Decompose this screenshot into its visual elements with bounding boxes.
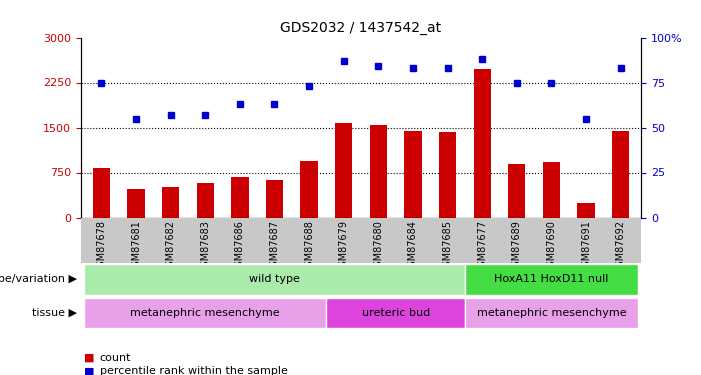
Bar [266,180,283,218]
Bar [327,298,465,328]
Bar [196,183,214,218]
Text: genotype/variation ▶: genotype/variation ▶ [0,274,77,284]
Bar [465,298,638,328]
Text: metanephric mesenchyme: metanephric mesenchyme [477,308,626,318]
Bar [369,125,387,218]
Bar [162,187,179,218]
Bar [301,160,318,218]
Bar [231,177,249,218]
Bar [335,123,353,218]
Text: GSM87692: GSM87692 [615,220,626,273]
Text: GSM87683: GSM87683 [200,220,210,273]
Bar [93,168,110,217]
Bar [473,69,491,218]
Text: GSM87691: GSM87691 [581,220,591,273]
Text: GSM87685: GSM87685 [442,220,453,273]
Title: GDS2032 / 1437542_at: GDS2032 / 1437542_at [280,21,442,35]
Text: ■: ■ [84,353,95,363]
Bar [543,162,560,218]
Text: GSM87681: GSM87681 [131,220,141,273]
Text: GSM87687: GSM87687 [269,220,280,273]
Bar [84,298,327,328]
Bar [612,130,629,218]
Bar [84,264,465,295]
Bar [128,189,144,218]
Text: wild type: wild type [249,274,300,284]
Text: GSM87688: GSM87688 [304,220,314,273]
Text: tissue ▶: tissue ▶ [32,308,77,318]
Text: GSM87686: GSM87686 [235,220,245,273]
Text: ■: ■ [84,366,95,375]
Text: metanephric mesenchyme: metanephric mesenchyme [130,308,280,318]
Text: GSM87690: GSM87690 [546,220,557,273]
Text: HoxA11 HoxD11 null: HoxA11 HoxD11 null [494,274,608,284]
Bar [508,164,526,218]
Text: GSM87680: GSM87680 [374,220,383,273]
Text: GSM87684: GSM87684 [408,220,418,273]
Text: GSM87689: GSM87689 [512,220,522,273]
Text: GSM87678: GSM87678 [96,220,107,273]
Bar [439,132,456,218]
Bar [465,264,638,295]
Text: percentile rank within the sample: percentile rank within the sample [100,366,287,375]
Text: GSM87682: GSM87682 [165,220,176,273]
Text: ureteric bud: ureteric bud [362,308,430,318]
Bar [578,203,594,217]
Text: GSM87679: GSM87679 [339,220,348,273]
Text: GSM87677: GSM87677 [477,220,487,273]
Bar [404,130,421,218]
Text: count: count [100,353,131,363]
